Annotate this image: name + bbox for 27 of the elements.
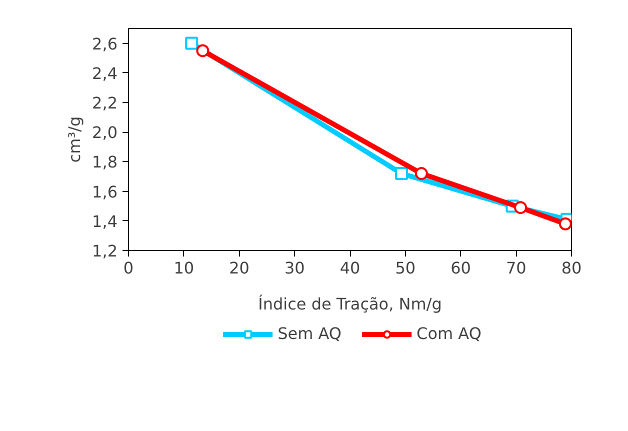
x-tick-label: 80 xyxy=(561,258,582,278)
x-tick-label: 60 xyxy=(450,258,471,278)
point xyxy=(414,167,428,180)
x-tick-label: 50 xyxy=(395,258,416,278)
legend-label: Sem AQ xyxy=(278,324,342,343)
x-tick-label: 40 xyxy=(340,258,360,278)
y-tick-label: 2,0 xyxy=(92,123,118,142)
y-tick-label: 2,4 xyxy=(92,64,118,83)
y-axis-title: cm³/g xyxy=(65,116,84,163)
point xyxy=(185,36,198,50)
point xyxy=(196,44,210,58)
point xyxy=(395,167,408,180)
y-tick-label: 2,2 xyxy=(92,94,118,112)
y-tick-label: 1,2 xyxy=(92,242,118,260)
x-axis-title: Índice de Tração, Nm/g xyxy=(258,294,442,314)
x-tick-label: 10 xyxy=(174,258,194,278)
legend-label: Com AQ xyxy=(416,324,482,343)
point xyxy=(558,217,572,230)
y-tick-label: 1,4 xyxy=(92,212,118,231)
x-tick-label: 30 xyxy=(284,258,305,278)
point xyxy=(514,201,528,214)
y-tick-label: 1,8 xyxy=(92,152,118,172)
y-tick-label: 1,6 xyxy=(92,182,118,202)
y-tick-label: 2,6 xyxy=(92,34,118,54)
x-tick-label: 70 xyxy=(506,258,526,278)
x-tick-label: 20 xyxy=(229,258,250,278)
x-tick-label: 0 xyxy=(123,258,134,278)
